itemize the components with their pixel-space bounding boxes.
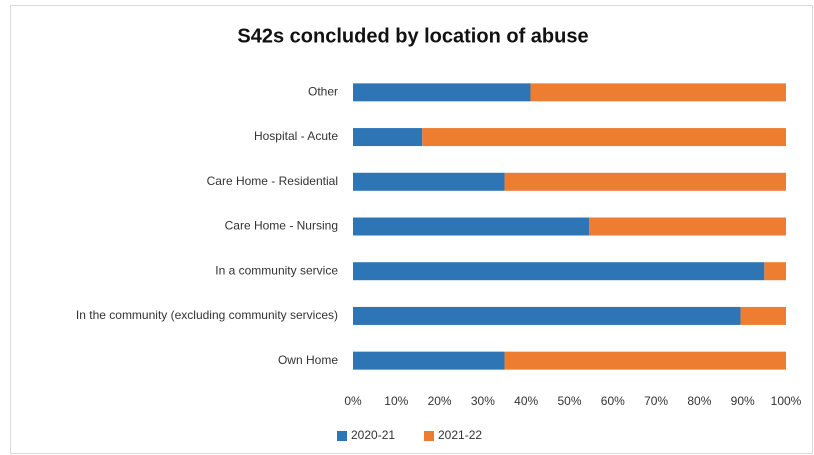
x-tick-label: 70% [644, 394, 668, 408]
y-tick-label: Care Home - Residential [207, 174, 338, 188]
bar-segment [353, 306, 741, 325]
bar-segment [353, 172, 505, 191]
bar-segment [764, 262, 786, 281]
x-tick-label: 90% [731, 394, 755, 408]
legend-swatch [337, 431, 347, 441]
bar-segment [353, 262, 765, 281]
bar-segment [353, 128, 423, 147]
legend-label: 2021-22 [438, 428, 482, 442]
bar-segment [588, 217, 786, 236]
legend-label: 2020-21 [351, 428, 395, 442]
x-tick-label: 20% [428, 394, 452, 408]
y-tick-label: Own Home [278, 353, 338, 367]
y-tick-label: In a community service [215, 263, 338, 277]
bar-segment [353, 351, 505, 370]
y-tick-label: Hospital - Acute [254, 129, 338, 143]
bar-segment [504, 351, 786, 370]
chart-title: S42s concluded by location of abuse [237, 25, 588, 47]
x-tick-label: 100% [771, 394, 802, 408]
x-tick-label: 60% [601, 394, 625, 408]
x-tick-label: 10% [384, 394, 408, 408]
y-tick-label: Other [308, 85, 338, 99]
x-tick-label: 40% [514, 394, 538, 408]
bar-segment [504, 172, 786, 191]
y-tick-label: Care Home - Nursing [225, 219, 338, 233]
bar-segment [530, 83, 786, 102]
x-tick-label: 50% [557, 394, 581, 408]
bar-segment [353, 217, 589, 236]
x-tick-label: 0% [344, 394, 362, 408]
bar-segment [353, 83, 531, 102]
x-tick-label: 30% [471, 394, 495, 408]
bar-segment [422, 128, 786, 147]
x-tick-label: 80% [687, 394, 711, 408]
legend-swatch [424, 431, 434, 441]
bar-segment [740, 306, 786, 325]
y-tick-label: In the community (excluding community se… [76, 308, 338, 322]
